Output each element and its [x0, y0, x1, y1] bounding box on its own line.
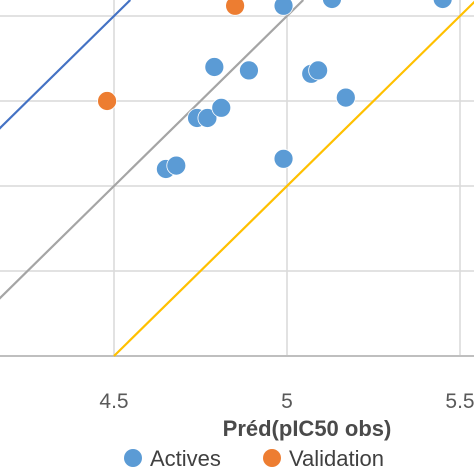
actives-point: [273, 148, 294, 169]
data-points: [97, 0, 453, 179]
legend: Actives Validation: [124, 446, 384, 471]
actives-point: [239, 60, 259, 81]
validation-point: [97, 91, 117, 111]
grid-lines: [0, 0, 474, 357]
x-tick-label: 5.5: [445, 390, 474, 413]
legend-marker-actives: [124, 449, 142, 467]
actives-point: [432, 0, 453, 9]
x-tick-label: 5: [281, 390, 293, 413]
legend-label-actives: Actives: [150, 446, 221, 471]
x-axis-title: Préd(pIC50 obs): [223, 416, 392, 441]
actives-point: [204, 57, 225, 77]
validation-point: [225, 0, 245, 16]
actives-point: [308, 60, 329, 81]
actives-point: [322, 0, 342, 9]
actives-point: [166, 155, 187, 176]
actives-point: [211, 97, 232, 118]
actives-point: [197, 108, 218, 128]
reference-line-identity: [0, 0, 305, 300]
legend-label-validation: Validation: [289, 446, 384, 471]
actives-point: [273, 0, 294, 16]
actives-point: [335, 87, 356, 108]
reference-line-lower: [113, 0, 474, 357]
reference-lines: [0, 0, 474, 357]
reference-line-upper: [0, 0, 132, 130]
legend-marker-validation: [263, 449, 281, 467]
x-tick-label: 4.5: [99, 390, 128, 413]
